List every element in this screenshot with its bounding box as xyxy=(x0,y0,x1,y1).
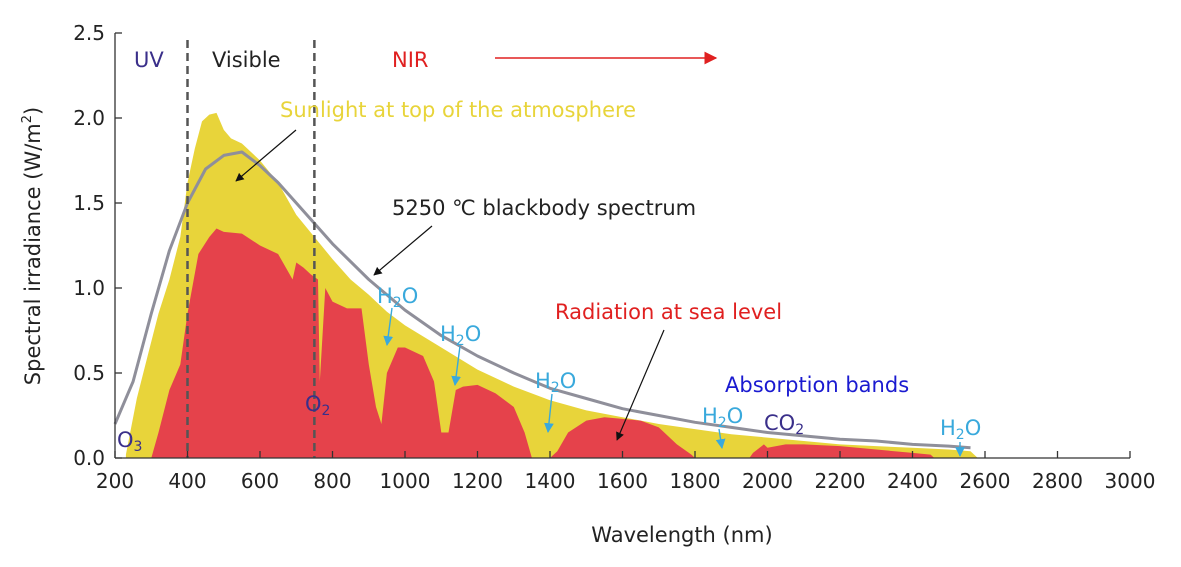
y-tick-label: 2.5 xyxy=(73,21,105,45)
x-tick-label: 1200 xyxy=(452,469,503,493)
y-tick-label: 0.5 xyxy=(73,361,105,385)
x-tick-label: 3000 xyxy=(1105,469,1156,493)
o2-label: O2 xyxy=(305,392,330,419)
nir-label: NIR xyxy=(392,48,429,72)
x-axis-title: Wavelength (nm) xyxy=(591,523,772,547)
svg-text:H2O: H2O xyxy=(535,369,576,396)
h2o-band-4: H2O xyxy=(702,404,743,449)
sea-level-label: Radiation at sea level xyxy=(555,300,782,324)
x-tick-label: 1800 xyxy=(670,469,721,493)
region-lines xyxy=(186,40,316,458)
x-tick-label: 2400 xyxy=(887,469,938,493)
x-tick-label: 2200 xyxy=(815,469,866,493)
uv-label: UV xyxy=(134,48,164,72)
x-tick-label: 2600 xyxy=(960,469,1011,493)
visible-label: Visible xyxy=(212,48,281,72)
x-tick-label: 200 xyxy=(96,469,134,493)
series-area-sea-level xyxy=(151,228,935,458)
y-tick-label: 0.0 xyxy=(73,446,105,470)
series-layer xyxy=(113,112,978,459)
svg-text:H2O: H2O xyxy=(440,322,481,349)
svg-text:H2O: H2O xyxy=(940,416,981,443)
x-tick-label: 800 xyxy=(313,469,351,493)
co2-label: CO2 xyxy=(764,411,804,438)
o3-label: O3 xyxy=(117,428,142,455)
h2o-band-5: H2O xyxy=(940,416,981,457)
sunlight-label: Sunlight at top of the atmosphere xyxy=(280,98,636,122)
h2o-band-1: H2O xyxy=(377,284,418,346)
x-tick-label: 1000 xyxy=(380,469,431,493)
h2o-band-2: H2O xyxy=(440,322,481,386)
h2o-band-3: H2O xyxy=(535,369,576,433)
annotations: UV Visible NIR Sunlight at top of the at… xyxy=(117,48,981,457)
blackbody-arrow xyxy=(373,225,433,276)
series-line-blackbody xyxy=(113,150,971,450)
y-tick-label: 2.0 xyxy=(73,106,105,130)
x-tick-label: 400 xyxy=(168,469,206,493)
x-tick-label: 2800 xyxy=(1032,469,1083,493)
x-tick-label: 1400 xyxy=(525,469,576,493)
sunlight-arrow xyxy=(235,129,297,182)
y-tick-label: 1.5 xyxy=(73,191,105,215)
y-tick-label: 1.0 xyxy=(73,276,105,300)
y-axis-title: Spectral irradiance (W/m2) xyxy=(20,107,45,385)
x-tick-label: 2000 xyxy=(742,469,793,493)
blackbody-label: 5250 ℃ blackbody spectrum xyxy=(392,196,696,220)
axes: 0.0 0.5 1.0 1.5 2.0 2.5 200 400 600 800 1000 1200 14… xyxy=(73,21,1155,493)
svg-text:H2O: H2O xyxy=(702,404,743,431)
x-tick-label: 1600 xyxy=(597,469,648,493)
absorption-label: Absorption bands xyxy=(725,373,909,397)
svg-text:H2O: H2O xyxy=(377,284,418,311)
sea-level-arrow xyxy=(616,329,665,441)
x-tick-label: 600 xyxy=(241,469,279,493)
